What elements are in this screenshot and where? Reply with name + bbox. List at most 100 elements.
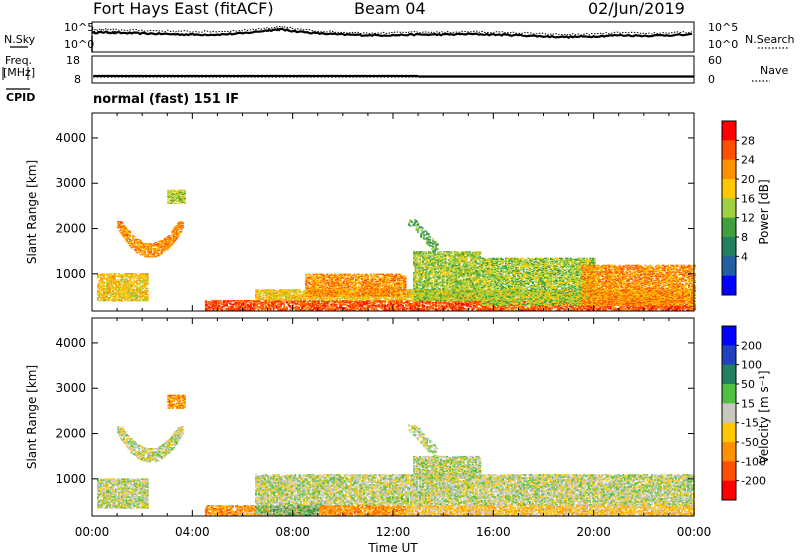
x-tick-label-2: 08:00 <box>275 525 310 539</box>
frequency-panel: 18 8 60 0 <box>66 54 722 86</box>
velocity-colorbar-segment-3 <box>722 384 736 404</box>
x-tick-label-3: 12:00 <box>376 525 411 539</box>
power-colorbar-segment-8 <box>722 275 736 296</box>
nsearch-series <box>91 25 692 36</box>
power-colorbar-label-5: 8 <box>741 231 748 244</box>
velocity-ytick-label-1: 2000 <box>55 427 86 441</box>
power-colorbar-label-2: 20 <box>741 173 755 186</box>
velocity-panel: 1000 2000 3000 4000 00:00 04:00 08:00 12:00 16:… <box>25 317 771 554</box>
nave-tick-bottom: 0 <box>708 73 715 86</box>
power-colorbar-label-0: 28 <box>741 134 755 147</box>
power-colorbar-segment-6 <box>722 237 736 257</box>
velocity-colorbar-label-6: -100 <box>741 455 766 468</box>
velocity-colorbar-label-2: 50 <box>741 378 755 391</box>
velocity-region-4 <box>255 505 319 516</box>
power-y-ticks: 1000 2000 3000 4000 <box>55 131 694 281</box>
noise-left-tick-bottom: 10^0 <box>64 38 94 51</box>
power-region-1 <box>167 189 186 204</box>
x-tick-label-0: 00:00 <box>75 525 110 539</box>
velocity-cells <box>97 394 695 516</box>
power-colorbar-label-3: 16 <box>741 192 755 205</box>
velocity-colorbar-segment-0 <box>722 326 736 346</box>
noise-left-tick-top: 10^5 <box>64 21 94 34</box>
x-tick-label-6: 00:00 <box>677 525 712 539</box>
beam-label: Beam 04 <box>354 0 426 18</box>
power-colorbar-label-4: 12 <box>741 212 755 225</box>
power-region-7 <box>480 257 596 306</box>
velocity-colorbar-segment-2 <box>722 364 736 385</box>
date-label: 02/Jun/2019 <box>588 0 685 18</box>
freq-unit-label: [MHz] <box>3 66 35 79</box>
velocity-colorbar-segment-7 <box>722 461 736 481</box>
x-tick-label-4: 16:00 <box>476 525 511 539</box>
power-colorbar-segment-7 <box>722 256 736 276</box>
power-region-8 <box>581 264 696 306</box>
freq-tick-top: 18 <box>66 54 80 67</box>
velocity-colorbar-label-7: -200 <box>741 475 766 488</box>
nave-label: Nave <box>760 64 788 77</box>
power-colorbar-segment-4 <box>722 198 736 218</box>
velocity-ytick-label-0: 1000 <box>55 472 86 486</box>
velocity-colorbar: 200 100 50 15 -15 -50 -100 -200 <box>721 325 766 501</box>
velocity-region-2 <box>97 478 149 509</box>
power-cells <box>97 189 696 311</box>
velocity-x-ticks: 00:00 04:00 08:00 12:00 16:00 20:00 00:00 <box>75 318 712 539</box>
velocity-colorbar-segment-6 <box>722 442 736 462</box>
power-ytick-label-0: 1000 <box>55 267 86 281</box>
power-region-9 <box>408 219 439 252</box>
x-tick-label-5: 20:00 <box>576 525 611 539</box>
nsky-series <box>91 27 692 40</box>
velocity-y-axis-label: Slant Range [km] <box>25 365 39 469</box>
power-ytick-label-3: 4000 <box>55 131 86 145</box>
power-colorbar-segment-3 <box>722 179 736 199</box>
frequency-panel-frame <box>91 55 695 84</box>
cpid-label: CPID <box>6 91 35 104</box>
power-colorbar-label: Power [dB] <box>757 179 771 244</box>
power-colorbar-label-6: 4 <box>741 250 748 263</box>
power-colorbar-frame <box>721 120 737 296</box>
noise-right-tick-bottom: 10^0 <box>708 38 738 51</box>
velocity-region-5 <box>405 505 695 516</box>
nave-tick-top: 60 <box>708 54 722 67</box>
x-axis-label: Time UT <box>367 541 418 554</box>
velocity-colorbar-segment-4 <box>722 403 736 423</box>
velocity-colorbar-label-3: 15 <box>741 397 755 410</box>
power-ytick-label-2: 3000 <box>55 176 86 190</box>
power-colorbar-segment-0 <box>722 121 736 141</box>
noise-panel: 10^5 10^0 10^5 10^0 <box>64 21 738 53</box>
power-x-ticks <box>91 113 695 311</box>
velocity-region-8 <box>408 424 439 457</box>
power-colorbar-segment-5 <box>722 217 736 238</box>
velocity-colorbar-label-5: -50 <box>741 436 759 449</box>
power-y-axis-label: Slant Range [km] <box>25 160 39 264</box>
power-panel: 1000 2000 3000 4000 Slant Range [km] 28 24 20… <box>25 112 771 312</box>
velocity-region-0 <box>117 426 184 463</box>
velocity-region-1 <box>167 394 186 409</box>
velocity-colorbar-segment-8 <box>722 480 736 501</box>
power-colorbar-label-1: 24 <box>741 154 755 167</box>
velocity-colorbar-segment-1 <box>722 345 736 365</box>
velocity-colorbar-label-0: 200 <box>741 339 762 352</box>
freq-tick-bottom: 8 <box>74 73 81 86</box>
power-region-2 <box>97 273 149 302</box>
velocity-colorbar-segment-5 <box>722 422 736 443</box>
noise-right-tick-top: 10^5 <box>708 21 738 34</box>
velocity-y-ticks: 1000 2000 3000 4000 <box>55 336 694 486</box>
power-colorbar-segment-2 <box>722 159 736 180</box>
velocity-ytick-label-3: 4000 <box>55 336 86 350</box>
power-ytick-label-1: 2000 <box>55 222 86 236</box>
power-colorbar: 28 24 20 16 12 8 4 <box>721 120 755 296</box>
cpid-text: normal (fast) 151 IF <box>93 92 239 107</box>
velocity-region-7 <box>413 455 482 480</box>
nsky-label: N.Sky <box>4 33 36 46</box>
velocity-colorbar-label: Velocity [m s⁻¹] <box>757 370 771 463</box>
velocity-colorbar-label-1: 100 <box>741 359 762 372</box>
velocity-ytick-label-2: 3000 <box>55 381 86 395</box>
freq-label: Freq. <box>5 54 32 67</box>
radar-title: Fort Hays East (fitACF) <box>93 0 274 18</box>
frequency-series <box>93 74 694 78</box>
power-colorbar-segment-1 <box>722 140 736 160</box>
power-region-0 <box>117 221 184 258</box>
x-tick-label-1: 04:00 <box>175 525 210 539</box>
